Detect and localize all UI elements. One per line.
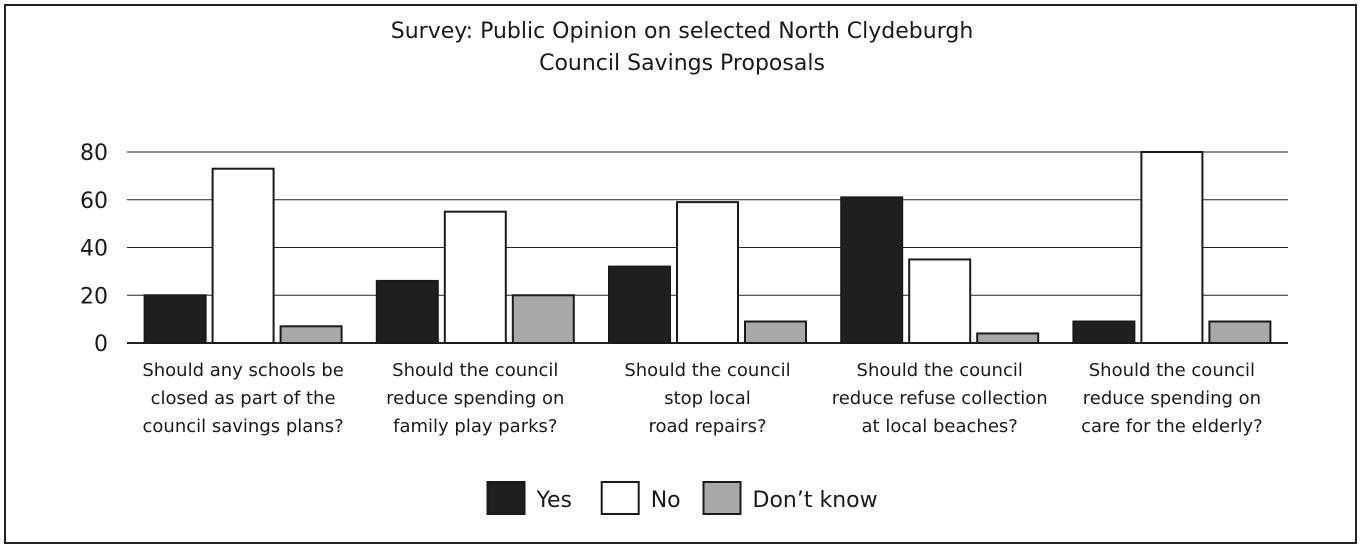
legend-label: No bbox=[651, 488, 681, 513]
category-label: council savings plans? bbox=[143, 416, 344, 437]
bar-chart: Survey: Public Opinion on selected North… bbox=[80, 19, 1288, 515]
chart-title-line: Council Savings Proposals bbox=[539, 51, 825, 76]
bar-no bbox=[676, 201, 739, 344]
category-label: care for the elderly? bbox=[1081, 416, 1263, 437]
chart-title-line: Survey: Public Opinion on selected North… bbox=[391, 19, 974, 44]
y-tick-label: 40 bbox=[80, 237, 108, 262]
bar-no bbox=[211, 167, 275, 344]
category-label: road repairs? bbox=[648, 416, 766, 437]
category-label: family play parks? bbox=[393, 416, 557, 437]
bar-don-t-know bbox=[744, 320, 807, 345]
bar-don-t-know bbox=[1208, 320, 1272, 345]
bar-don-t-know bbox=[511, 294, 575, 344]
category-label: Should the council bbox=[1089, 360, 1255, 381]
category-label: closed as part of the bbox=[151, 388, 336, 409]
y-tick-label: 20 bbox=[80, 284, 108, 309]
bar-yes bbox=[1072, 320, 1136, 345]
bar-no bbox=[1140, 151, 1204, 344]
category-label: reduce refuse collection bbox=[832, 388, 1048, 409]
legend-swatch bbox=[600, 481, 640, 515]
y-tick-label: 80 bbox=[80, 141, 108, 166]
category-label: stop local bbox=[664, 388, 751, 409]
category-label: reduce spending on bbox=[386, 388, 564, 409]
bar-yes bbox=[143, 294, 207, 344]
category-label: at local beaches? bbox=[862, 416, 1018, 437]
bar-yes bbox=[840, 196, 904, 344]
bar-yes bbox=[608, 265, 671, 345]
bar-no bbox=[443, 210, 507, 344]
bar-don-t-know bbox=[976, 332, 1040, 345]
bar-no bbox=[908, 258, 972, 344]
category-label: Should the council bbox=[624, 360, 790, 381]
category-label: Should any schools be bbox=[142, 360, 344, 381]
legend-label: Yes bbox=[536, 488, 573, 513]
y-tick-label: 60 bbox=[80, 189, 108, 214]
bar-don-t-know bbox=[279, 325, 343, 345]
bar-yes bbox=[375, 279, 439, 344]
category-label: reduce spending on bbox=[1083, 388, 1261, 409]
category-label: Should the council bbox=[857, 360, 1023, 381]
legend-swatch bbox=[486, 481, 526, 515]
y-tick-label: 0 bbox=[94, 332, 108, 357]
category-label: Should the council bbox=[392, 360, 558, 381]
legend-swatch bbox=[702, 481, 742, 515]
legend-label: Don’t know bbox=[753, 488, 878, 513]
